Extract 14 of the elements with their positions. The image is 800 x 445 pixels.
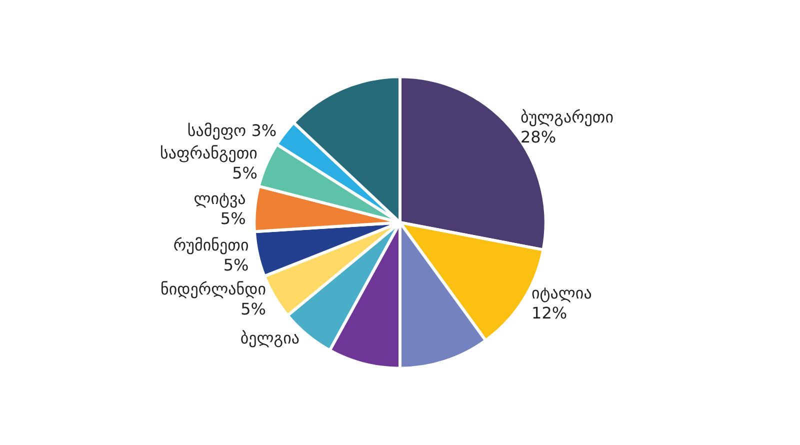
data-label: 5% — [220, 208, 246, 228]
data-label: 5% — [240, 299, 266, 318]
slice-label: ბელგია — [240, 328, 300, 348]
slice-label: იტალია — [532, 283, 592, 302]
slice-label: რუმინეთი — [173, 236, 249, 255]
slice-label: ლიტვა — [194, 188, 246, 208]
slice-label: ნიდერლანდი — [160, 279, 266, 298]
slice-label: საფრანგეთი — [160, 143, 258, 162]
slice-label: სამეფო 3% — [187, 121, 277, 140]
data-label: 28% — [520, 127, 556, 146]
slice-label: ბულგარეთი — [520, 107, 614, 126]
data-label: 12% — [532, 303, 568, 322]
data-label: 5% — [223, 256, 249, 275]
data-label: 5% — [232, 163, 258, 182]
